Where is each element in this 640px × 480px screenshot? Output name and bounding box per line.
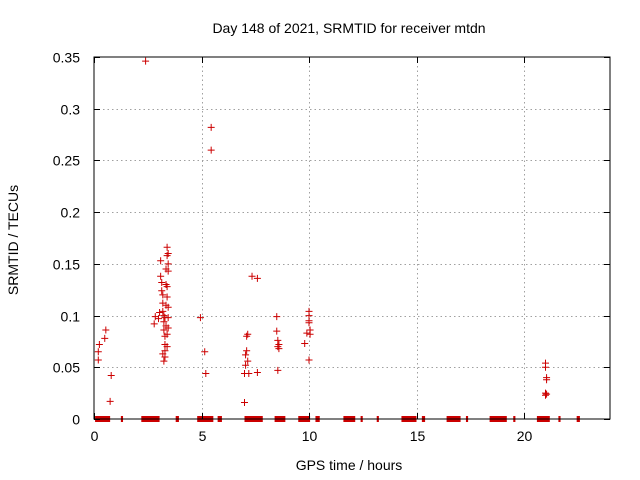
data-point xyxy=(273,313,281,321)
y-tick-label: 0.15 xyxy=(53,257,80,273)
data-point xyxy=(94,356,102,364)
data-point xyxy=(274,343,282,351)
data-point xyxy=(160,318,168,326)
data-point xyxy=(196,314,204,322)
data-point xyxy=(164,260,172,268)
data-point xyxy=(94,348,102,356)
data-point xyxy=(274,336,282,344)
data-point xyxy=(157,257,165,265)
x-tick-label: 15 xyxy=(410,428,426,444)
x-axis-label: GPS time / hours xyxy=(296,457,403,473)
data-point xyxy=(245,369,253,377)
y-tick-label: 0.25 xyxy=(53,153,80,169)
data-point xyxy=(150,320,158,328)
plot-frame xyxy=(93,56,611,420)
y-tick-label: 0.05 xyxy=(53,360,80,376)
y-axis-label: SRMTID / TECUs xyxy=(5,185,21,295)
y-tick-label: 0.3 xyxy=(61,102,81,118)
data-point xyxy=(248,272,256,280)
data-point xyxy=(163,293,171,301)
data-point xyxy=(244,357,252,365)
y-tick-labels: 0 0.05 0.1 0.15 0.2 0.25 0.3 0.35 xyxy=(53,50,80,428)
data-point xyxy=(159,350,167,358)
data-point xyxy=(107,372,115,380)
data-point xyxy=(543,390,551,398)
data-point xyxy=(305,356,313,364)
data-point xyxy=(95,341,103,349)
axis-ticks xyxy=(94,57,610,420)
data-point xyxy=(207,146,215,154)
x-tick-label: 20 xyxy=(517,428,533,444)
data-point xyxy=(253,368,261,376)
y-tick-label: 0.1 xyxy=(61,309,81,325)
data-point xyxy=(157,272,165,280)
data-point xyxy=(106,397,114,405)
data-point xyxy=(202,369,210,377)
data-point xyxy=(164,250,172,258)
data-point xyxy=(142,57,150,65)
data-point xyxy=(159,291,167,299)
y-tick-label: 0 xyxy=(72,412,80,428)
y-tick-label: 0.35 xyxy=(53,50,80,66)
data-point xyxy=(244,330,252,338)
data-point xyxy=(274,366,282,374)
data-point xyxy=(303,329,311,337)
data-point xyxy=(101,334,109,342)
data-point xyxy=(253,274,261,282)
data-point xyxy=(242,361,250,369)
data-point xyxy=(241,398,248,406)
data-point xyxy=(159,307,167,315)
data-point xyxy=(201,348,209,356)
data-point xyxy=(155,315,162,323)
data-point xyxy=(164,267,172,275)
data-point xyxy=(305,317,313,325)
data-point xyxy=(273,327,281,335)
data-point xyxy=(158,287,166,295)
data-point xyxy=(160,357,168,365)
data-point xyxy=(163,283,171,291)
data-point xyxy=(160,326,168,334)
data-point xyxy=(306,330,314,338)
chart-title: Day 148 of 2021, SRMTID for receiver mtd… xyxy=(212,20,485,36)
data-point xyxy=(543,376,551,384)
data-point xyxy=(207,123,215,131)
data-point xyxy=(163,330,171,338)
data-point xyxy=(162,301,170,309)
x-tick-labels: 0 5 10 15 20 xyxy=(91,428,533,444)
data-point xyxy=(243,347,251,355)
data-point xyxy=(163,243,171,251)
data-point xyxy=(161,314,169,322)
x-tick-label: 10 xyxy=(302,428,318,444)
data-point xyxy=(102,326,110,334)
y-tick-label: 0.2 xyxy=(61,205,81,221)
data-point xyxy=(542,391,549,399)
data-point xyxy=(164,324,172,332)
x-tick-label: 0 xyxy=(91,428,99,444)
data-point xyxy=(163,343,171,351)
data-point xyxy=(542,363,549,371)
x-tick-label: 5 xyxy=(199,428,207,444)
data-point xyxy=(305,307,313,315)
data-point xyxy=(156,308,164,316)
data-point xyxy=(158,278,166,286)
data-point xyxy=(301,339,309,347)
data-point xyxy=(242,351,250,359)
